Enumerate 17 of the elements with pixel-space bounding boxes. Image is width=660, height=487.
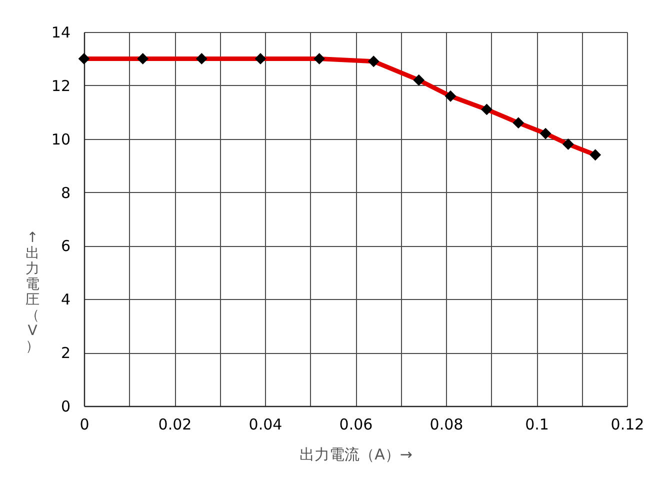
y-tick-label: 10 <box>51 130 70 148</box>
y-tick-label: 8 <box>60 184 70 202</box>
x-tick-label: 0.1 <box>525 416 549 434</box>
y-tick-label: 14 <box>51 24 70 42</box>
x-tick-label: 0.08 <box>430 416 464 434</box>
x-axis-title: 出力電流（A）→ <box>300 446 412 464</box>
y-tick-label: 6 <box>60 237 70 256</box>
x-tick-label: 0 <box>80 416 90 434</box>
y-tick-label: 4 <box>60 290 70 309</box>
x-tick-label: 0.06 <box>339 416 373 434</box>
y-tick-label: 2 <box>60 344 70 362</box>
x-tick-label: 0.12 <box>610 416 644 434</box>
y-tick-label: 12 <box>51 76 70 95</box>
y-axis-title: ↑出力電圧（V） <box>26 230 40 355</box>
x-tick-label: 0.04 <box>248 416 282 434</box>
y-tick-label: 0 <box>60 398 70 416</box>
x-tick-label: 0.02 <box>158 416 192 434</box>
